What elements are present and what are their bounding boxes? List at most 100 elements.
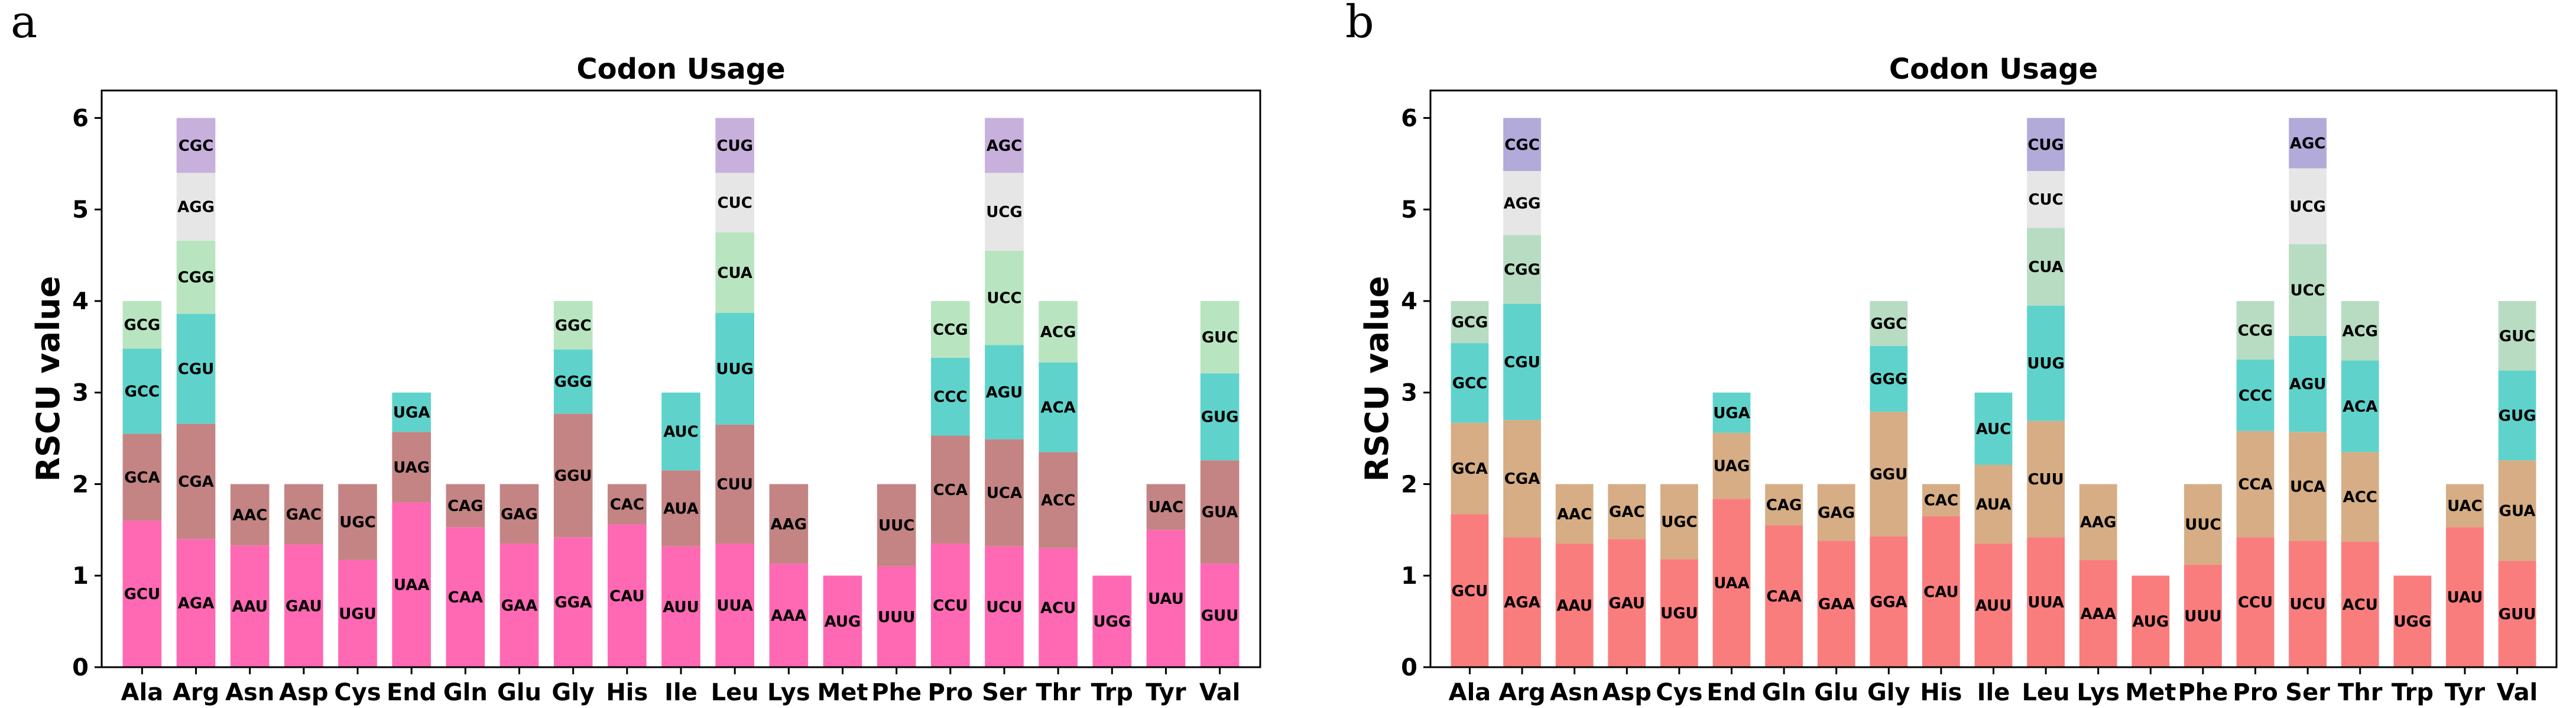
bar-segment-gly-ggu [553,413,593,538]
bar-segment-gln-caa [1765,525,1803,667]
codon-label: UUC [2185,516,2221,534]
bar-segment-ala-gcu [122,521,162,667]
codon-label: CCC [933,389,967,406]
y-tick-label: 0 [1401,654,1417,681]
codon-label: GAG [1818,504,1855,522]
codon-label: UGA [393,404,430,422]
bar-segment-end-uag [392,432,432,503]
x-tick-label: Ala [121,679,164,706]
bar-segment-thr-aca [2341,360,2379,452]
bar-segment-end-uaa [1712,499,1751,667]
codon-label: AAC [232,506,267,524]
bar-segment-asn-aac [230,484,270,546]
bar-segment-thr-acg [2341,300,2379,361]
bar-segment-ser-ucg [2289,168,2327,244]
x-tick-label: Phe [2178,679,2228,706]
codon-label: CGU [1504,354,1540,371]
bar-segment-ala-gcg [1451,300,1489,344]
codon-label: AUU [663,599,699,616]
codon-label: AGC [2290,135,2326,153]
panel-letter-b: b [1345,0,1374,48]
codon-label: UGG [2393,613,2431,631]
codon-label: CUA [2028,258,2064,276]
y-tick-label: 6 [1401,105,1417,132]
codon-label: CUU [2027,471,2064,489]
x-tick-label: Gln [1762,679,1806,706]
bar-segment-pro-cca [930,435,970,544]
codon-label: CUG [716,137,753,155]
x-tick-label: Glu [1814,679,1858,706]
codon-label: CAC [610,496,644,514]
chart-panel-a: GCU GCA GCC GCG Ala AGA CGA CGU CGG AGG CGC Arg AAU A… [30,53,1261,706]
codon-label: UAU [2447,589,2483,607]
codon-label: CGG [178,269,215,287]
bar-segment-tyr-uau [1146,529,1186,667]
codon-label: UCC [987,290,1021,308]
bar-segment-pro-ccc [930,357,970,436]
x-tick-label: Met [817,679,868,706]
bar-segment-thr-acu [1039,548,1078,667]
codon-label: UUU [2184,607,2221,625]
codon-label: UUC [878,517,914,535]
bar-segment-asn-aac [1555,484,1594,544]
bar-segment-ser-agc [2289,118,2327,169]
bar-segment-arg-cgc [176,118,216,173]
x-tick-label: His [1920,679,1962,706]
codon-label: CCG [933,321,968,339]
bar-segment-val-guc [2498,300,2536,371]
codon-label: CUU [717,476,753,493]
chart-title: Codon Usage [576,53,785,86]
codon-label: GCA [1452,460,1488,478]
x-tick-label: Ile [1977,679,2010,706]
codon-label: UCG [2289,198,2326,216]
bar-segment-ser-ucu [2289,541,2327,667]
codon-label: UUU [878,609,915,626]
codon-label: AAC [1557,506,1592,523]
bar-segment-gly-gga [1870,536,1908,667]
bar-segment-ala-gca [122,434,162,521]
codon-label: CGA [1504,470,1540,488]
codon-label: GGG [1870,371,1907,389]
bar-segment-cys-ugc [338,484,377,560]
bar-segment-his-cac [608,484,647,525]
bar-segment-asn-aau [230,545,270,667]
codon-label: UAG [1714,458,1750,476]
bar-segment-pro-ccu [2236,537,2275,667]
y-tick-label: 4 [1401,288,1417,315]
x-tick-label: End [1706,679,1756,706]
bar-segment-cys-ugu [1660,559,1698,667]
codon-label: CCU [933,597,968,615]
bar-segment-leu-cuc [715,173,754,232]
bar-segment-val-guc [1200,300,1240,374]
bar-segment-arg-agg [1503,171,1541,235]
codon-label: AAU [1556,597,1592,615]
bar-segment-ser-ucc [2289,244,2327,336]
codon-label: AAA [2081,605,2116,623]
bar-segment-phe-uuc [877,484,916,567]
codon-label: GUA [1202,504,1238,522]
codon-label: UGC [339,514,376,532]
codon-label: CCA [933,481,968,499]
bar-segment-ala-gcc [1451,343,1489,423]
codon-label: AUA [1976,496,2012,514]
bar-segment-leu-cug [715,118,754,173]
bar-segment-ile-auc [661,392,700,471]
codon-label: ACG [1040,324,1076,341]
codon-label: AUU [1975,597,2012,615]
bar-segment-leu-cua [715,232,754,313]
bar-segment-pro-ccu [930,544,970,667]
bar-segment-glu-gaa [499,544,539,667]
bar-segment-ser-uca [2289,432,2327,541]
codon-label: GCC [1452,374,1488,392]
bar-segment-ala-gcu [1451,514,1489,667]
x-tick-label: End [387,679,436,706]
x-tick-label: Asn [1550,679,1599,706]
bar-segment-leu-cuc [2027,171,2065,228]
codon-label: UAG [393,459,430,477]
codon-label: ACU [1040,599,1076,617]
codon-label: AGG [177,199,215,216]
codon-label: GAU [1608,595,1645,613]
bar-segment-pro-ccg [930,300,970,358]
codon-label: CAG [447,497,484,515]
